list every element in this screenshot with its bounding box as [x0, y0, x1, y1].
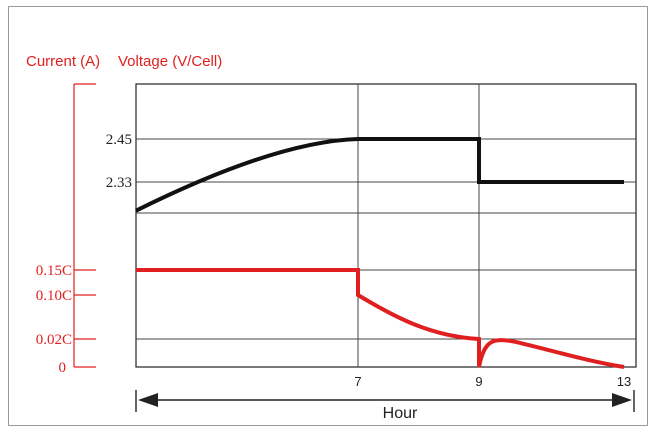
current-axis-label: Current (A)	[26, 53, 100, 70]
x-tick-label: 7	[354, 374, 361, 389]
voltage-series-line	[136, 139, 624, 211]
x-tick-label: 9	[475, 374, 482, 389]
hour-arrow-left-head	[138, 393, 158, 407]
voltage-tick-label: 2.45	[106, 132, 132, 148]
series-layer	[136, 139, 624, 367]
hour-arrow-right-head	[612, 393, 632, 407]
current-tick-label: 0	[59, 360, 67, 376]
x-axis-label: Hour	[383, 405, 418, 422]
x-tick-label: 13	[617, 374, 631, 389]
current-tick-label: 0.02C	[36, 332, 72, 348]
voltage-tick-label: 2.33	[106, 175, 132, 191]
current-tick-label: 0.15C	[36, 263, 72, 279]
current-series-line	[136, 270, 624, 367]
plot-area	[136, 84, 636, 367]
voltage-axis-label: Voltage (V/Cell)	[118, 53, 222, 70]
grid-lines	[136, 84, 636, 367]
current-tick-label: 0.10C	[36, 288, 72, 304]
current-axis	[74, 84, 96, 367]
